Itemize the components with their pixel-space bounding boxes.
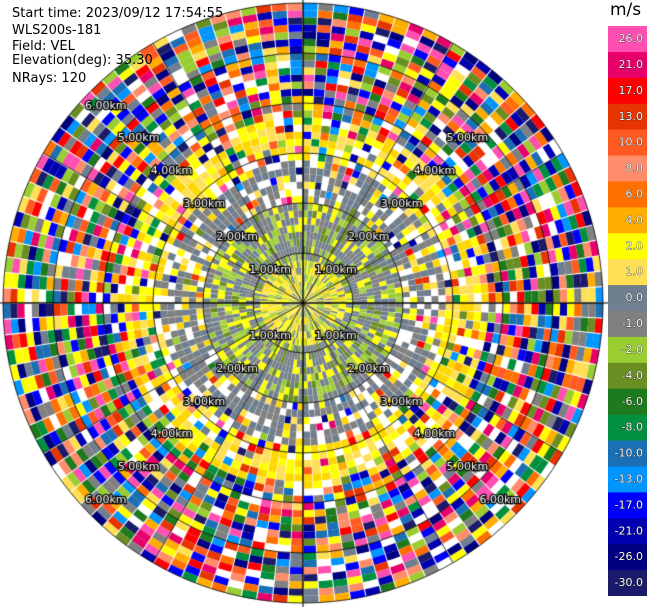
colorbar-tick-label: -8.0 [622, 421, 643, 434]
colorbar-swatch [608, 544, 647, 571]
colorbar-swatch [608, 129, 647, 157]
colorbar-tick-label: 26.0 [619, 32, 644, 45]
colorbar-swatch [608, 51, 647, 79]
colorbar-tick-label: -13.0 [615, 473, 643, 486]
colorbar-tick-label: 17.0 [619, 84, 644, 97]
colorbar-swatch [608, 570, 647, 596]
colorbar-swatch [608, 414, 647, 442]
nrays-label: NRays: 120 [12, 71, 87, 86]
colorbar-tick-label: 1.0 [626, 265, 644, 278]
field-label: Field: VEL [12, 39, 75, 54]
colorbar-swatch [608, 103, 647, 131]
colorbar-swatch [608, 233, 647, 260]
start-time-label: Start time: 2023/09/12 17:54:55 [12, 6, 224, 21]
colorbar-tick-label: 21.0 [619, 58, 644, 71]
colorbar-swatch [608, 440, 647, 467]
colorbar-swatch [608, 155, 647, 182]
colorbar-tick-label: -1.0 [622, 317, 643, 330]
instrument-label: WLS200s-181 [12, 23, 102, 38]
colorbar-tick-label: 10.0 [619, 136, 644, 149]
colorbar-tick-label: -17.0 [615, 498, 643, 511]
colorbar-tick-label: -30.0 [615, 576, 643, 589]
colorbar-tick-label: -2.0 [622, 343, 643, 356]
colorbar-swatch [608, 207, 647, 234]
colorbar-swatch [608, 518, 647, 545]
colorbar-tick-label: -6.0 [622, 395, 643, 408]
colorbar-tick-label: 8.0 [626, 162, 644, 175]
colorbar-tick-label: -21.0 [615, 524, 643, 537]
colorbar-swatch [608, 311, 647, 338]
colorbar-swatch [608, 336, 647, 364]
colorbar-swatch [608, 388, 647, 416]
colorbar-swatch [608, 492, 647, 519]
colorbar-tick-label: -4.0 [622, 369, 643, 382]
colorbar-tick-label: 13.0 [619, 110, 644, 123]
colorbar-swatch [608, 362, 647, 390]
colorbar-swatch [608, 181, 647, 208]
colorbar-tick-label: 0.0 [626, 291, 644, 304]
colorbar-tick-label: -10.0 [615, 447, 643, 460]
colorbar-swatch [608, 285, 647, 312]
colorbar-tick-label: 6.0 [626, 188, 644, 201]
colorbar-tick-label: -26.0 [615, 550, 643, 563]
colorbar-tick-label: 4.0 [626, 213, 644, 226]
colorbar-tick-label: 2.0 [626, 239, 644, 252]
colorbar-swatch [608, 77, 647, 105]
colorbar-swatch [608, 26, 647, 53]
colorbar-swatch [608, 466, 647, 493]
colorbar-swatch [608, 259, 647, 286]
elevation-label: Elevation(deg): 35.30 [12, 53, 153, 68]
velocity-colorbar: 26.0 21.0 17.0 13.0 10.0 8.0 6.0 4.0 2.0 1.0 0.0 -1… [608, 26, 647, 596]
colorbar-unit: m/s [610, 0, 642, 20]
